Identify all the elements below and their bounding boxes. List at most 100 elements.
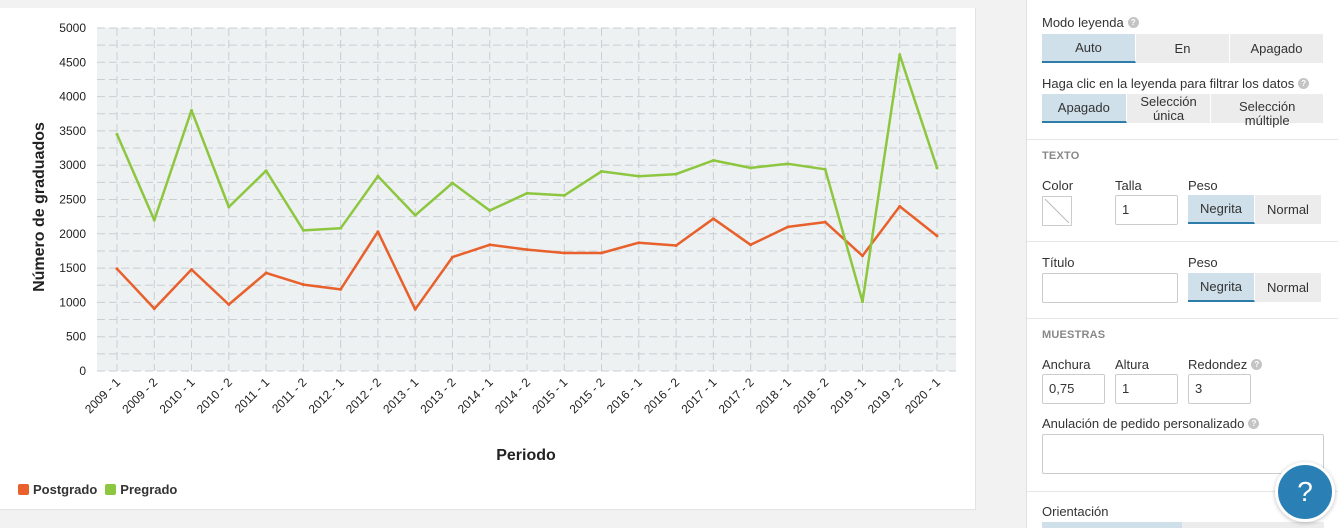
legend-mode-on-button[interactable]: En [1136, 34, 1230, 63]
legend-swatch-pregrado [105, 484, 117, 495]
x-tick-label: 2015 - 2 [567, 375, 608, 416]
text-color-swatch[interactable] [1042, 196, 1072, 226]
x-tick-label: 2018 - 2 [790, 375, 831, 416]
data-point-pregrado [860, 300, 864, 304]
settings-panel: Modo leyenda ? Auto En Apagado Haga clic… [1026, 0, 1338, 528]
x-tick-label: 2016 - 2 [641, 375, 682, 416]
data-point-pregrado [376, 174, 380, 178]
data-point-pregrado [823, 167, 827, 171]
x-tick-label: 2015 - 1 [529, 375, 570, 416]
legend-mode-label-text: Modo leyenda [1042, 15, 1124, 30]
legend-filter-multi-button[interactable]: Selección múltiple [1211, 94, 1325, 128]
data-point-pregrado [786, 162, 790, 166]
x-tick-label: 2011 - 2 [269, 375, 310, 416]
orientation-toggle-active[interactable] [1042, 522, 1182, 528]
line-chart: 0 500 1000 1500 2000 2500 3000 3500 4000 4500 5000… [31, 21, 956, 464]
legend-label-pregrado: Pregrado [120, 482, 178, 497]
data-point-postgrado [227, 302, 231, 306]
data-point-postgrado [749, 243, 753, 247]
data-point-postgrado [711, 217, 715, 221]
data-point-postgrado [413, 307, 417, 311]
x-tick-label: 2020 - 1 [902, 375, 943, 416]
data-point-postgrado [823, 220, 827, 224]
custom-order-label-text: Anulación de pedido personalizado [1042, 416, 1245, 431]
sample-height-input[interactable]: 1 [1115, 374, 1178, 404]
custom-order-textarea[interactable] [1042, 434, 1324, 474]
title-section: Título Peso Negrita Normal [1027, 242, 1338, 319]
y-axis-title: Número de graduados [31, 122, 48, 292]
chart-legend[interactable]: Postgrado Pregrado [18, 482, 177, 497]
y-tick-label: 2000 [59, 227, 86, 241]
data-point-pregrado [264, 169, 268, 173]
sample-width-input[interactable]: 0,75 [1042, 374, 1105, 404]
sample-round-input[interactable]: 3 [1188, 374, 1251, 404]
data-point-pregrado [562, 193, 566, 197]
text-section-title: TEXTO [1042, 150, 1080, 162]
orientation-label: Orientación [1042, 504, 1109, 519]
help-icon[interactable]: ? [1127, 17, 1139, 28]
text-weight-normal-button[interactable]: Normal [1255, 195, 1322, 224]
title-input[interactable] [1042, 273, 1178, 303]
y-tick-label: 4500 [59, 55, 86, 69]
title-weight-bold-button[interactable]: Negrita [1188, 273, 1255, 302]
legend-filter-toggle[interactable]: Apagado Selección única Selección múltip… [1042, 94, 1325, 128]
text-size-input[interactable]: 1 [1115, 195, 1178, 225]
title-label: Título [1042, 255, 1075, 270]
data-point-pregrado [637, 174, 641, 178]
data-point-pregrado [898, 53, 902, 57]
x-tick-label: 2019 - 1 [828, 375, 869, 416]
data-point-pregrado [711, 158, 715, 162]
data-point-postgrado [898, 204, 902, 208]
data-point-postgrado [860, 254, 864, 258]
orientation-toggle-option[interactable] [1182, 522, 1324, 528]
data-point-postgrado [376, 230, 380, 234]
x-tick-label: 2019 - 2 [865, 375, 906, 416]
no-color-icon [1044, 198, 1070, 224]
data-point-pregrado [339, 226, 343, 230]
data-point-postgrado [301, 283, 305, 287]
text-section: TEXTO Color Talla 1 Peso Negrita Normal [1027, 140, 1338, 242]
sample-round-label-text: Redondez [1188, 357, 1248, 372]
text-size-label: Talla [1115, 178, 1142, 193]
title-weight-normal-button[interactable]: Normal [1255, 273, 1322, 302]
data-point-postgrado [488, 243, 492, 247]
legend-filter-single-button[interactable]: Selección única [1126, 94, 1212, 123]
legend-mode-toggle[interactable]: Auto En Apagado [1042, 34, 1324, 63]
legend-item-postgrado[interactable]: Postgrado [18, 482, 97, 497]
data-point-pregrado [674, 172, 678, 176]
legend-filter-off-button[interactable]: Apagado [1042, 94, 1127, 123]
data-point-pregrado [935, 166, 939, 170]
sample-round-label: Redondez ? [1188, 357, 1263, 372]
x-tick-label: 2016 - 1 [604, 375, 645, 416]
title-weight-toggle[interactable]: Negrita Normal [1188, 273, 1322, 302]
text-weight-bold-button[interactable]: Negrita [1188, 195, 1255, 224]
x-tick-label: 2009 - 2 [119, 375, 160, 416]
legend-mode-auto-button[interactable]: Auto [1042, 34, 1136, 63]
custom-order-label: Anulación de pedido personalizado ? [1042, 416, 1260, 431]
x-tick-label: 2017 - 1 [678, 375, 719, 416]
x-tick-label: 2018 - 1 [753, 375, 794, 416]
help-button[interactable]: ? [1275, 462, 1335, 522]
data-point-postgrado [637, 241, 641, 245]
help-icon[interactable]: ? [1251, 359, 1263, 370]
x-tick-label: 2012 - 2 [343, 375, 384, 416]
data-point-postgrado [152, 307, 156, 311]
legend-section: Modo leyenda ? Auto En Apagado Haga clic… [1027, 0, 1338, 140]
help-icon[interactable]: ? [1248, 418, 1260, 429]
y-tick-label: 3500 [59, 124, 86, 138]
legend-mode-off-button[interactable]: Apagado [1230, 34, 1324, 63]
x-axis-title: Periodo [496, 447, 556, 464]
x-tick-label: 2013 - 1 [380, 375, 421, 416]
legend-label-postgrado: Postgrado [33, 482, 98, 497]
text-weight-toggle[interactable]: Negrita Normal [1188, 195, 1322, 224]
data-point-postgrado [562, 251, 566, 255]
legend-filter-label: Haga clic en la leyenda para filtrar los… [1042, 76, 1310, 91]
y-tick-label: 2500 [59, 193, 86, 207]
legend-item-pregrado[interactable]: Pregrado [105, 482, 177, 497]
help-icon[interactable]: ? [1298, 78, 1310, 89]
data-point-pregrado [450, 181, 454, 185]
data-point-postgrado [264, 271, 268, 275]
data-point-pregrado [115, 132, 119, 136]
x-tick-label: 2011 - 1 [232, 375, 273, 416]
legend-filter-label-text: Haga clic en la leyenda para filtrar los… [1042, 76, 1295, 91]
